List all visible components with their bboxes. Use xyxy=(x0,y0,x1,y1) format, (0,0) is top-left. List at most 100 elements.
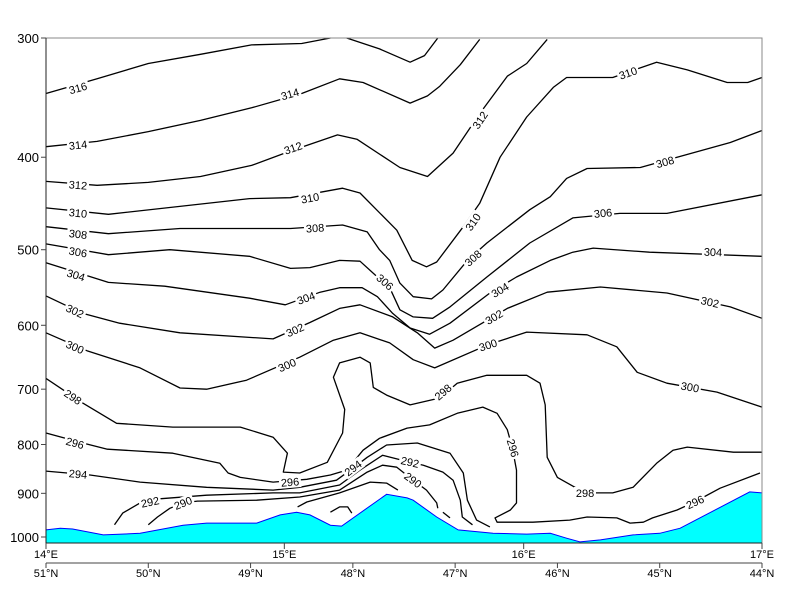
contour-line-290 xyxy=(442,511,451,519)
contour-label-mask xyxy=(303,221,327,235)
contour-label: 316 xyxy=(65,79,91,98)
contour-label-mask xyxy=(504,435,522,461)
lat-tick-label: 45°N xyxy=(647,568,672,580)
contour-label-mask xyxy=(701,245,725,259)
contour-label: 302 xyxy=(697,293,723,311)
terrain-outline xyxy=(45,491,763,543)
contour-label: 300 xyxy=(475,335,501,355)
contour-label: 292 xyxy=(397,453,423,471)
contour-label-text: 302 xyxy=(700,295,721,311)
contour-label-mask xyxy=(278,475,302,489)
contour-label-mask xyxy=(282,320,308,340)
contour-label-text: 316 xyxy=(68,81,89,98)
contour-line-288 xyxy=(330,506,353,514)
contour-line-314 xyxy=(45,39,481,148)
contour-label-mask xyxy=(574,487,596,499)
contour-label-text: 304 xyxy=(65,267,86,284)
contour-label-text: 310 xyxy=(300,191,320,206)
contour-line-302 xyxy=(45,286,763,349)
contour-label: 314 xyxy=(277,85,303,104)
y-axis: 300 400 500 600 700 800 900 1000 xyxy=(10,31,46,545)
contour-label-text: 314 xyxy=(280,87,301,104)
contour-label-mask xyxy=(400,468,426,492)
contour-line-312 xyxy=(45,38,548,186)
contour-label-mask xyxy=(66,244,90,260)
contour-label-mask xyxy=(66,205,90,221)
contour-label: 298 xyxy=(574,487,596,500)
contour-label-text: 310 xyxy=(68,207,87,221)
contour-label-mask xyxy=(372,270,398,294)
contour-label-text: 308 xyxy=(306,222,325,235)
contour-label: 300 xyxy=(678,379,702,396)
lat-tick-label: 44°N xyxy=(750,568,775,580)
y-tick-label: 1000 xyxy=(10,530,39,545)
contour-label-mask xyxy=(66,178,90,192)
y-tick-label: 500 xyxy=(17,243,39,258)
contour-label-mask xyxy=(591,205,615,221)
contour-label-text: 292 xyxy=(400,455,421,471)
contour-label-mask xyxy=(62,434,88,452)
contour-label: 304 xyxy=(701,245,725,260)
contour-label-mask xyxy=(697,293,723,311)
contour-line-296 xyxy=(45,406,761,524)
contour-label-mask xyxy=(615,63,641,83)
contour-label-mask xyxy=(63,265,89,285)
contour-label-mask xyxy=(652,153,678,171)
contour-label-text: 296 xyxy=(504,438,520,459)
contour-label-mask xyxy=(66,226,90,242)
contour-label-mask xyxy=(66,467,90,481)
terrain-layer xyxy=(45,491,763,543)
contour-line-288 xyxy=(297,481,399,508)
contour-label: 296 xyxy=(504,435,522,461)
terrain-fill xyxy=(46,491,762,543)
y-tick-label: 400 xyxy=(17,150,39,165)
contour-label-mask xyxy=(60,385,86,409)
lat-tick-label: 50°N xyxy=(136,568,161,580)
contour-label-mask xyxy=(298,190,322,206)
contour-label: 308 xyxy=(303,221,327,236)
contour-label-mask xyxy=(468,107,492,133)
contour-line-316 xyxy=(346,37,439,63)
contour-label-mask xyxy=(481,306,507,328)
contour-label-mask xyxy=(170,493,196,513)
lon-tick-label: 16°E xyxy=(512,549,536,561)
contour-label-mask xyxy=(682,491,708,513)
contour-label: 296 xyxy=(278,475,302,490)
contour-label: 312 xyxy=(66,178,90,193)
contour-line-298 xyxy=(45,356,762,494)
contour-label-text: 312 xyxy=(283,140,304,157)
lat-tick-label: 47°N xyxy=(443,568,468,580)
contour-label-mask xyxy=(280,138,306,158)
contour-label-text: 294 xyxy=(68,468,87,482)
contour-layer xyxy=(45,37,763,528)
lon-axis: 14°E 15°E 16°E 17°E xyxy=(34,543,774,561)
contour-label-mask xyxy=(430,380,456,404)
lat-tick-label: 51°N xyxy=(34,568,59,580)
contour-label-text: 298 xyxy=(576,488,594,500)
contour-label-mask xyxy=(461,209,485,235)
contour-label-text: 308 xyxy=(655,155,676,171)
contour-label-mask xyxy=(138,493,162,511)
contour-label-text: 296 xyxy=(280,476,299,489)
contour-label-text: 306 xyxy=(593,207,612,221)
contour-label-text: 300 xyxy=(680,380,700,395)
contour-line-304 xyxy=(45,247,763,335)
contour-label: 294 xyxy=(66,467,90,482)
contour-label-text: 304 xyxy=(704,247,723,260)
contour-label: 308 xyxy=(652,153,678,171)
contour-label: 314 xyxy=(66,137,90,153)
contour-label-mask xyxy=(274,355,300,375)
contour-label-text: 308 xyxy=(68,228,88,242)
lon-tick-label: 17°E xyxy=(750,549,774,561)
contour-label-mask xyxy=(277,85,303,103)
contour-label-mask xyxy=(397,453,423,471)
contour-label: 306 xyxy=(66,244,90,260)
contour-label-text: 312 xyxy=(68,179,87,192)
contour-label-text: 310 xyxy=(618,65,639,82)
contour-label: 296 xyxy=(62,434,88,452)
contour-label-mask xyxy=(293,288,319,308)
contour-label-mask xyxy=(678,379,702,395)
contour-label: 310 xyxy=(615,63,641,83)
y-tick-label: 900 xyxy=(17,486,39,501)
contour-label: 310 xyxy=(66,205,90,221)
